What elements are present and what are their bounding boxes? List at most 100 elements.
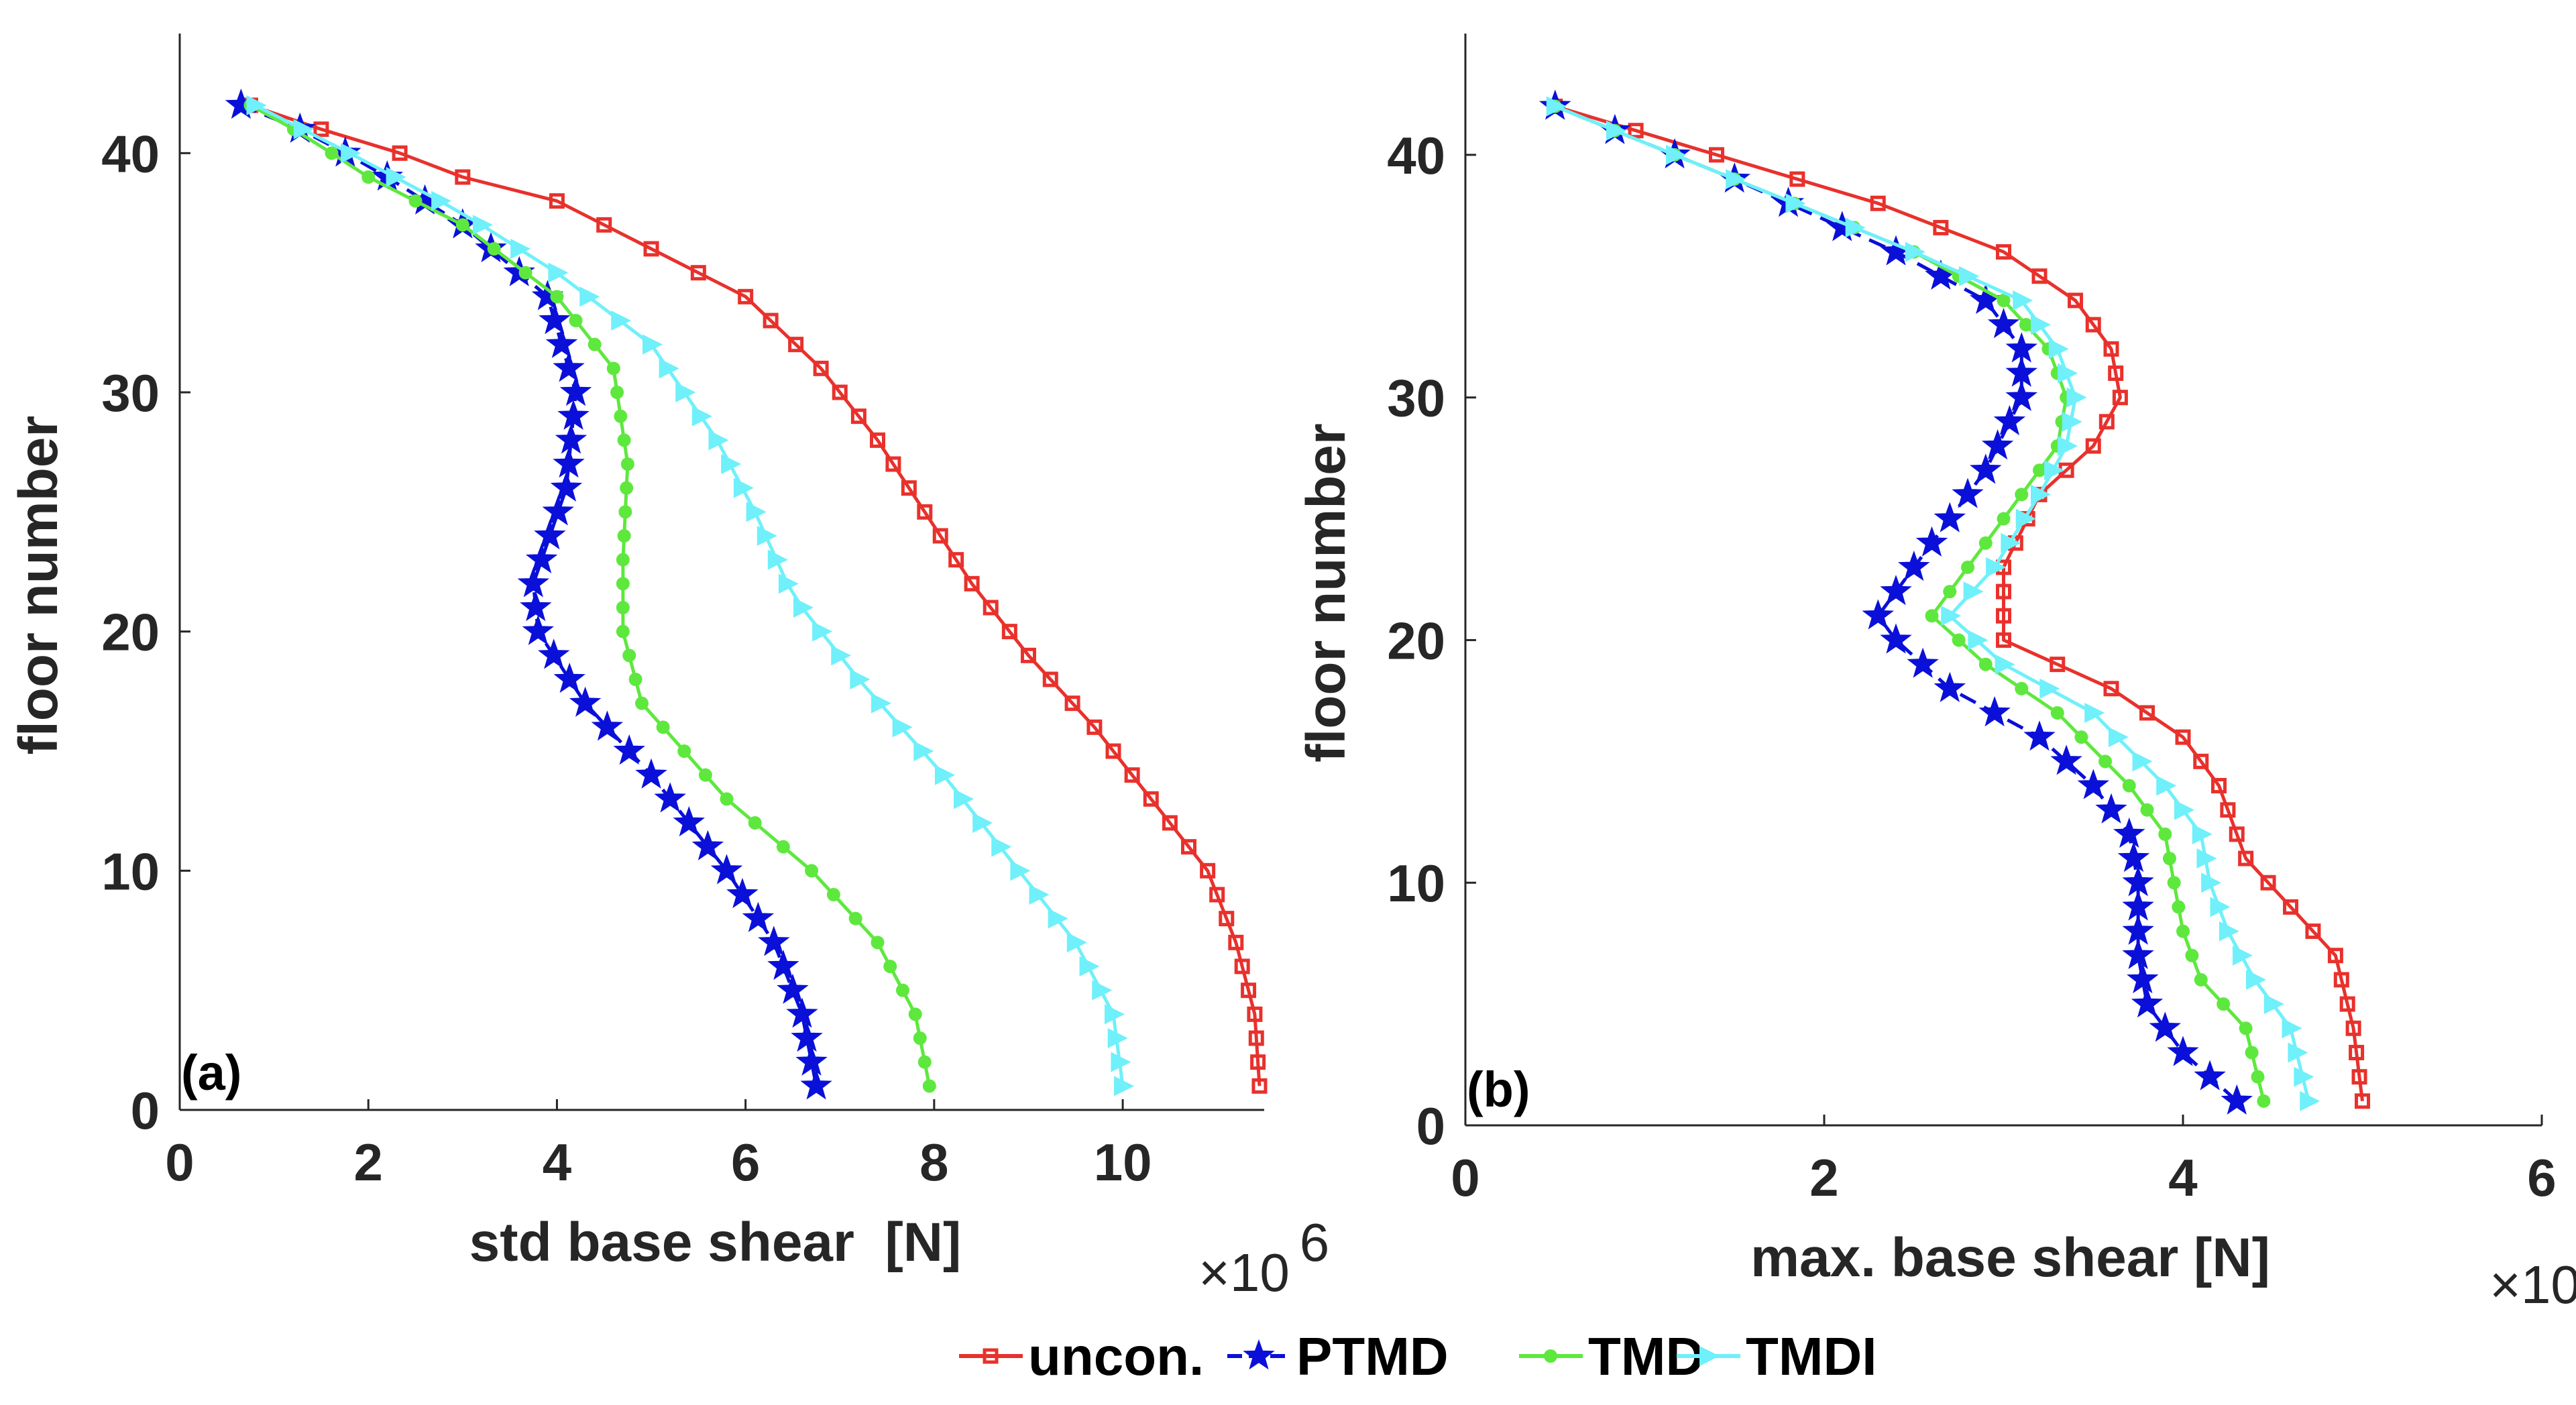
series-PTMD xyxy=(225,89,832,1100)
data-point xyxy=(726,878,759,909)
x-tick-label: 2 xyxy=(1809,1148,1838,1207)
data-point xyxy=(549,193,565,209)
data-point xyxy=(2193,753,2209,769)
data-point xyxy=(2005,380,2038,411)
data-point xyxy=(1870,195,1886,211)
data-point xyxy=(793,598,814,618)
data-point xyxy=(1666,144,1687,165)
data-point xyxy=(1968,630,1989,651)
data-point xyxy=(2219,921,2239,942)
data-point xyxy=(2039,678,2060,699)
data-point xyxy=(2174,799,2194,820)
y-tick-label: 0 xyxy=(131,1081,160,1140)
data-point xyxy=(1114,1076,1135,1097)
data-point xyxy=(673,806,706,837)
data-point xyxy=(2117,842,2150,873)
data-point xyxy=(870,432,886,448)
series-uncon xyxy=(1547,99,2370,1109)
data-point xyxy=(522,614,555,645)
x-tick-label: 4 xyxy=(2168,1148,2197,1207)
data-point xyxy=(2001,532,2021,553)
data-point xyxy=(2349,1044,2365,1060)
data-point xyxy=(2031,268,2048,284)
data-point xyxy=(2139,705,2155,721)
data-point xyxy=(2167,876,2181,890)
data-point xyxy=(964,575,980,592)
data-point xyxy=(341,143,361,164)
panel-a-std-base-shear: 0 2 4 6 8 10 0 10 20 30 40 std base shear [N] floor … xyxy=(8,34,1329,1302)
legend-marker xyxy=(1699,1346,1720,1366)
data-point xyxy=(1209,887,1225,903)
data-point xyxy=(871,693,892,714)
data-point xyxy=(2066,387,2087,408)
data-point xyxy=(1064,695,1080,712)
data-point xyxy=(643,241,659,257)
data-point xyxy=(1880,623,1912,654)
data-point xyxy=(1001,624,1017,640)
data-point xyxy=(2167,1035,2199,1066)
data-point xyxy=(2132,751,2153,772)
data-point xyxy=(1248,1030,1264,1046)
data-point xyxy=(2048,339,2069,359)
legend-entry-PTMD: PTMD xyxy=(1227,1327,1449,1386)
series-line xyxy=(240,103,818,1086)
data-point xyxy=(616,553,630,567)
data-point xyxy=(2192,824,2213,844)
data-point xyxy=(698,768,712,782)
data-point xyxy=(1200,862,1216,879)
data-point xyxy=(1092,980,1113,1001)
data-point xyxy=(534,519,566,550)
legend: uncon. PTMD TMD TMDI xyxy=(959,1327,1877,1386)
data-point xyxy=(2098,414,2115,430)
data-point xyxy=(2201,873,2222,893)
data-point xyxy=(934,765,955,785)
data-point xyxy=(1219,911,1235,927)
x-tick-label: 6 xyxy=(2527,1148,2556,1207)
data-point xyxy=(913,741,934,761)
data-point xyxy=(776,840,790,854)
data-point xyxy=(1993,404,2026,436)
data-point xyxy=(1124,767,1140,783)
data-point xyxy=(1907,647,1939,678)
data-point xyxy=(392,145,408,161)
data-point xyxy=(1162,815,1178,831)
data-point xyxy=(2122,890,2154,921)
series-TMDI xyxy=(1546,96,2320,1111)
data-point xyxy=(2084,702,2105,723)
data-point xyxy=(2077,769,2110,799)
data-point xyxy=(848,911,862,925)
data-point xyxy=(1086,719,1103,735)
data-point xyxy=(472,215,493,235)
data-point xyxy=(361,170,376,184)
data-point xyxy=(795,1045,828,1076)
data-point xyxy=(1941,606,1962,626)
data-point xyxy=(721,454,742,474)
data-point xyxy=(1961,560,1974,574)
data-point xyxy=(510,239,531,259)
data-point xyxy=(1880,575,1912,606)
y-tick-label: 20 xyxy=(1387,611,1445,670)
data-point xyxy=(2333,972,2349,988)
data-point xyxy=(778,573,799,594)
data-point xyxy=(1862,599,1895,630)
data-point xyxy=(622,649,636,663)
data-point xyxy=(2062,411,2082,432)
series-TMDI xyxy=(246,95,1135,1097)
data-point xyxy=(1029,885,1050,905)
data-point xyxy=(1996,583,2011,600)
data-point xyxy=(1143,791,1159,807)
data-point xyxy=(2260,875,2276,891)
data-point xyxy=(733,477,754,498)
series-TMD xyxy=(243,99,936,1093)
data-point xyxy=(2031,484,2051,505)
data-point xyxy=(2239,1021,2253,1035)
data-point xyxy=(954,789,974,809)
data-point xyxy=(1996,244,2011,260)
data-point xyxy=(691,830,724,860)
series-uncon xyxy=(242,97,1268,1094)
data-point xyxy=(1933,219,1949,235)
data-point xyxy=(1105,1004,1125,1025)
data-point xyxy=(325,146,339,160)
data-point xyxy=(2246,969,2266,990)
data-point xyxy=(1111,1052,1131,1072)
